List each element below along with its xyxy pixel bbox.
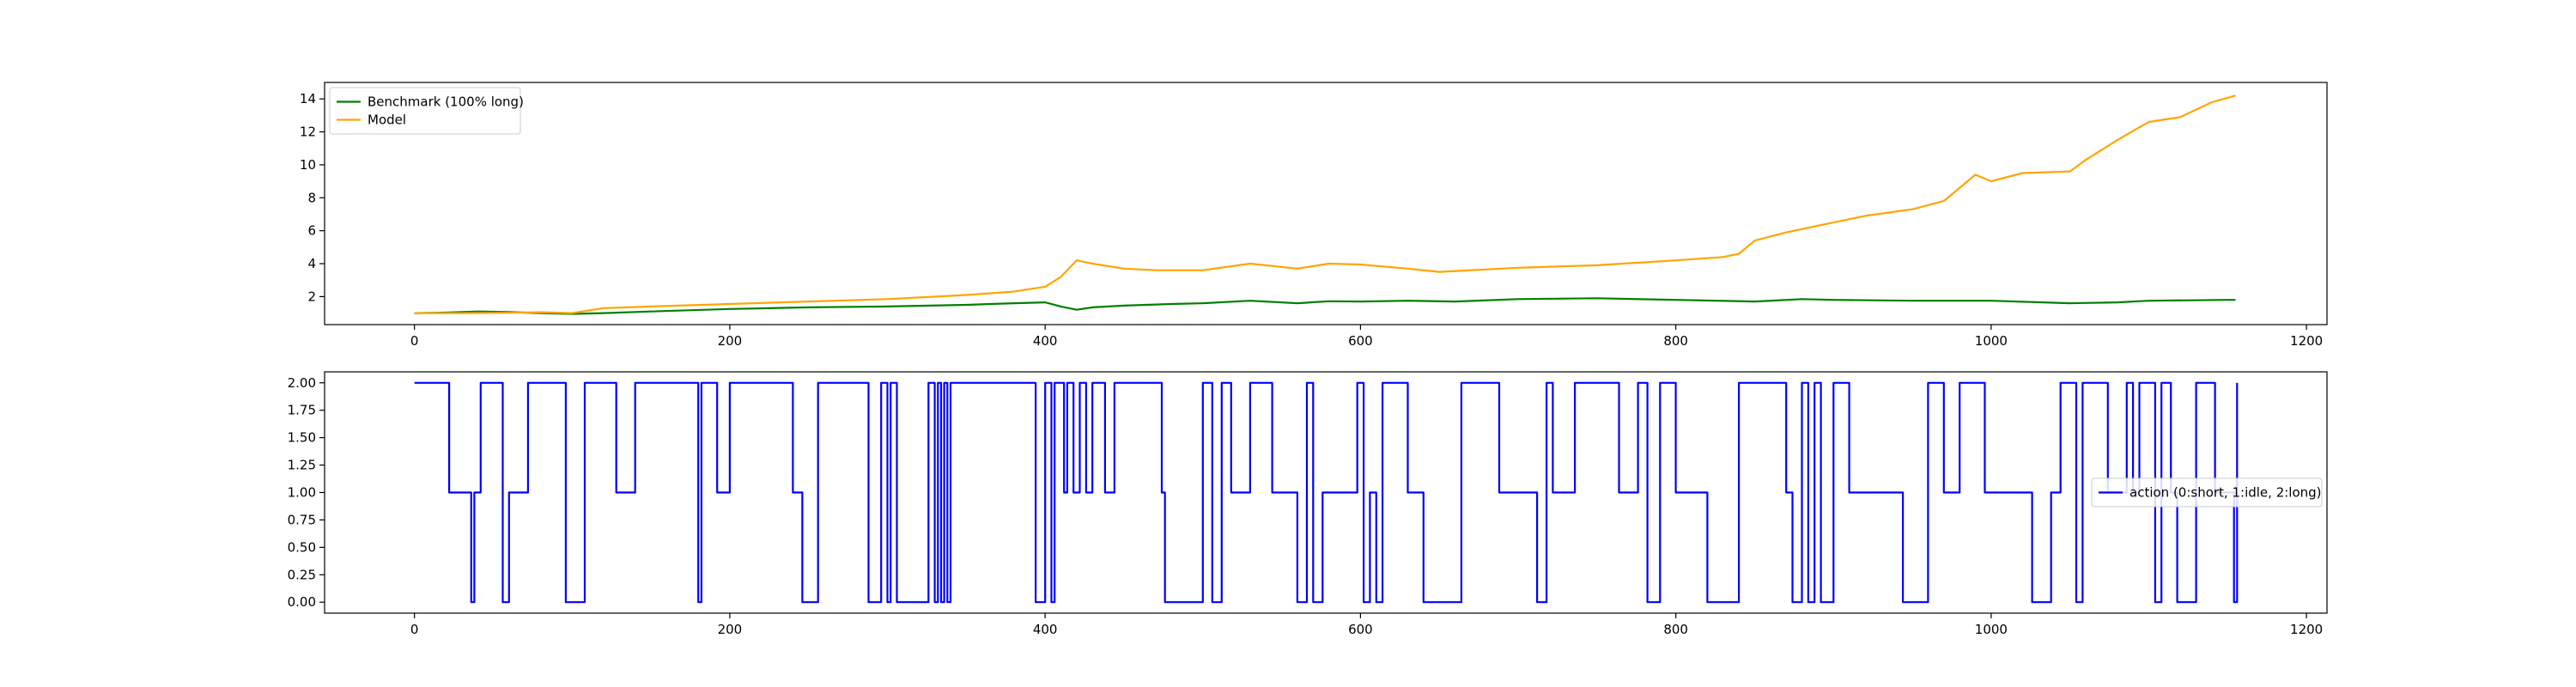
y-tick-label: 0.00: [288, 594, 316, 610]
x-tick-label: 600: [1348, 622, 1373, 637]
axes-frame: [324, 82, 2328, 325]
x-tick-label: 400: [1033, 622, 1058, 637]
y-tick-label: 14: [300, 91, 316, 106]
equity-curve-panel: 0 200 400 600 800 1000 1200 2 4 6 8 10 12 14 Benchmark…: [300, 82, 2328, 349]
x-tick-label: 0: [410, 622, 419, 637]
legend-label: Benchmark (100% long): [368, 94, 524, 110]
legend: action (0:short, 1:idle, 2:long): [2091, 477, 2323, 508]
x-tick-label: 800: [1663, 622, 1688, 637]
y-tick-label: 2.00: [288, 375, 316, 391]
y-tick-label: 4: [307, 256, 316, 271]
y-tick-label: 6: [307, 223, 316, 239]
series-line-1: [414, 94, 2236, 314]
y-tick-label: 1.50: [288, 430, 316, 446]
x-tick-label: 1200: [2290, 333, 2323, 349]
y-tick-label: 8: [307, 190, 316, 205]
x-tick-label: 200: [718, 622, 743, 637]
x-tick-label: 1200: [2290, 622, 2323, 637]
series-line-0: [414, 297, 2236, 315]
x-tick-label: 0: [410, 333, 419, 349]
x-tick-label: 600: [1348, 333, 1373, 349]
legend-label: action (0:short, 1:idle, 2:long): [2129, 485, 2322, 501]
y-tick-label: 1.25: [288, 458, 316, 473]
legend-box: [2091, 477, 2323, 508]
y-tick-label: 12: [300, 125, 316, 140]
x-tick-label: 1000: [1975, 622, 2008, 637]
y-tick-label: 0.50: [288, 539, 316, 555]
x-tick-label: 400: [1033, 333, 1058, 349]
x-tick-label: 1000: [1975, 333, 2008, 349]
y-tick-label: 0.25: [288, 567, 316, 582]
y-tick-label: 0.75: [288, 512, 316, 527]
y-tick-label: 1.00: [288, 485, 316, 501]
y-tick-label: 2: [307, 289, 316, 304]
x-tick-label: 200: [718, 333, 743, 349]
legend: Benchmark (100% long) Model: [329, 87, 524, 135]
series-line-0: [414, 381, 2239, 604]
x-tick-label: 800: [1663, 333, 1688, 349]
action-panel: 0 200 400 600 800 1000 1200 0.00 0.25 0.50 0.75 1.0…: [288, 371, 2328, 637]
y-tick-label: 1.75: [288, 403, 316, 418]
y-tick-label: 10: [300, 157, 316, 173]
legend-label: Model: [368, 112, 406, 128]
legend-box: [329, 87, 521, 135]
